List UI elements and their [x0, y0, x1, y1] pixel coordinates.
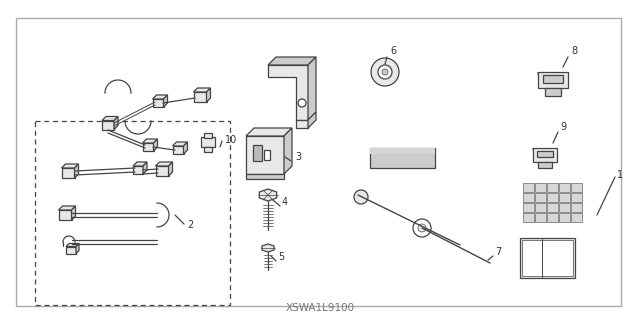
Bar: [66, 247, 76, 254]
Polygon shape: [308, 57, 316, 120]
Bar: [571, 213, 582, 222]
Bar: [543, 75, 563, 83]
Bar: [559, 213, 570, 222]
Bar: [547, 203, 558, 212]
Bar: [535, 193, 546, 202]
Text: XSWA1L9100: XSWA1L9100: [285, 303, 355, 313]
Polygon shape: [262, 244, 274, 252]
Bar: [102, 121, 114, 130]
Text: 1: 1: [617, 170, 623, 180]
Bar: [173, 146, 184, 154]
Polygon shape: [259, 189, 276, 201]
Bar: [133, 166, 143, 174]
Bar: [523, 203, 534, 212]
Bar: [523, 213, 534, 222]
Bar: [370, 148, 435, 168]
Bar: [156, 166, 168, 176]
Polygon shape: [268, 57, 316, 65]
Polygon shape: [154, 139, 157, 151]
Polygon shape: [284, 128, 292, 174]
Bar: [571, 203, 582, 212]
Text: 8: 8: [571, 46, 577, 56]
Polygon shape: [152, 95, 168, 99]
Polygon shape: [76, 243, 79, 254]
Bar: [535, 183, 546, 192]
Text: 5: 5: [278, 252, 284, 262]
Polygon shape: [193, 88, 211, 92]
Bar: [204, 147, 212, 152]
Bar: [547, 183, 558, 192]
Polygon shape: [74, 164, 79, 178]
Polygon shape: [184, 142, 188, 154]
Circle shape: [413, 219, 431, 237]
Bar: [35, 121, 230, 305]
Bar: [559, 193, 570, 202]
Bar: [522, 240, 573, 276]
Polygon shape: [308, 112, 316, 128]
Polygon shape: [163, 95, 168, 107]
Bar: [264, 150, 270, 160]
Text: 7: 7: [495, 247, 501, 257]
Text: 2: 2: [187, 220, 193, 230]
Bar: [537, 151, 553, 157]
Bar: [545, 88, 561, 96]
Polygon shape: [102, 116, 118, 121]
Bar: [538, 162, 552, 168]
Polygon shape: [133, 162, 147, 166]
Bar: [547, 193, 558, 202]
Polygon shape: [143, 162, 147, 174]
Bar: [143, 143, 154, 151]
Bar: [535, 203, 546, 212]
Polygon shape: [268, 65, 308, 120]
Bar: [246, 174, 284, 179]
Bar: [571, 183, 582, 192]
Text: 9: 9: [560, 122, 566, 132]
Circle shape: [298, 99, 306, 107]
Polygon shape: [61, 164, 79, 168]
Polygon shape: [114, 116, 118, 130]
Polygon shape: [66, 243, 79, 247]
Polygon shape: [168, 162, 173, 176]
Text: 3: 3: [295, 152, 301, 162]
Text: 6: 6: [390, 46, 396, 56]
Circle shape: [378, 65, 392, 79]
Bar: [559, 203, 570, 212]
Bar: [204, 133, 212, 138]
Text: 10: 10: [225, 135, 237, 145]
Bar: [193, 92, 207, 102]
Bar: [246, 136, 284, 174]
Polygon shape: [58, 206, 76, 210]
Bar: [523, 193, 534, 202]
Bar: [571, 193, 582, 202]
Polygon shape: [207, 88, 211, 102]
Bar: [296, 120, 308, 128]
Text: 4: 4: [282, 197, 288, 207]
Bar: [253, 145, 262, 161]
Polygon shape: [143, 139, 157, 143]
Bar: [61, 168, 74, 178]
Bar: [152, 99, 163, 107]
Bar: [559, 183, 570, 192]
Bar: [547, 213, 558, 222]
Polygon shape: [72, 206, 76, 220]
Bar: [370, 148, 435, 154]
Circle shape: [371, 58, 399, 86]
Bar: [58, 210, 72, 220]
Bar: [533, 148, 557, 162]
Bar: [520, 238, 575, 278]
Bar: [523, 183, 534, 192]
Polygon shape: [156, 162, 173, 166]
Polygon shape: [173, 142, 188, 146]
Circle shape: [418, 224, 426, 232]
Circle shape: [382, 69, 388, 75]
Bar: [201, 137, 215, 147]
Bar: [535, 213, 546, 222]
Polygon shape: [246, 128, 292, 136]
Bar: [538, 72, 568, 88]
Circle shape: [354, 190, 368, 204]
